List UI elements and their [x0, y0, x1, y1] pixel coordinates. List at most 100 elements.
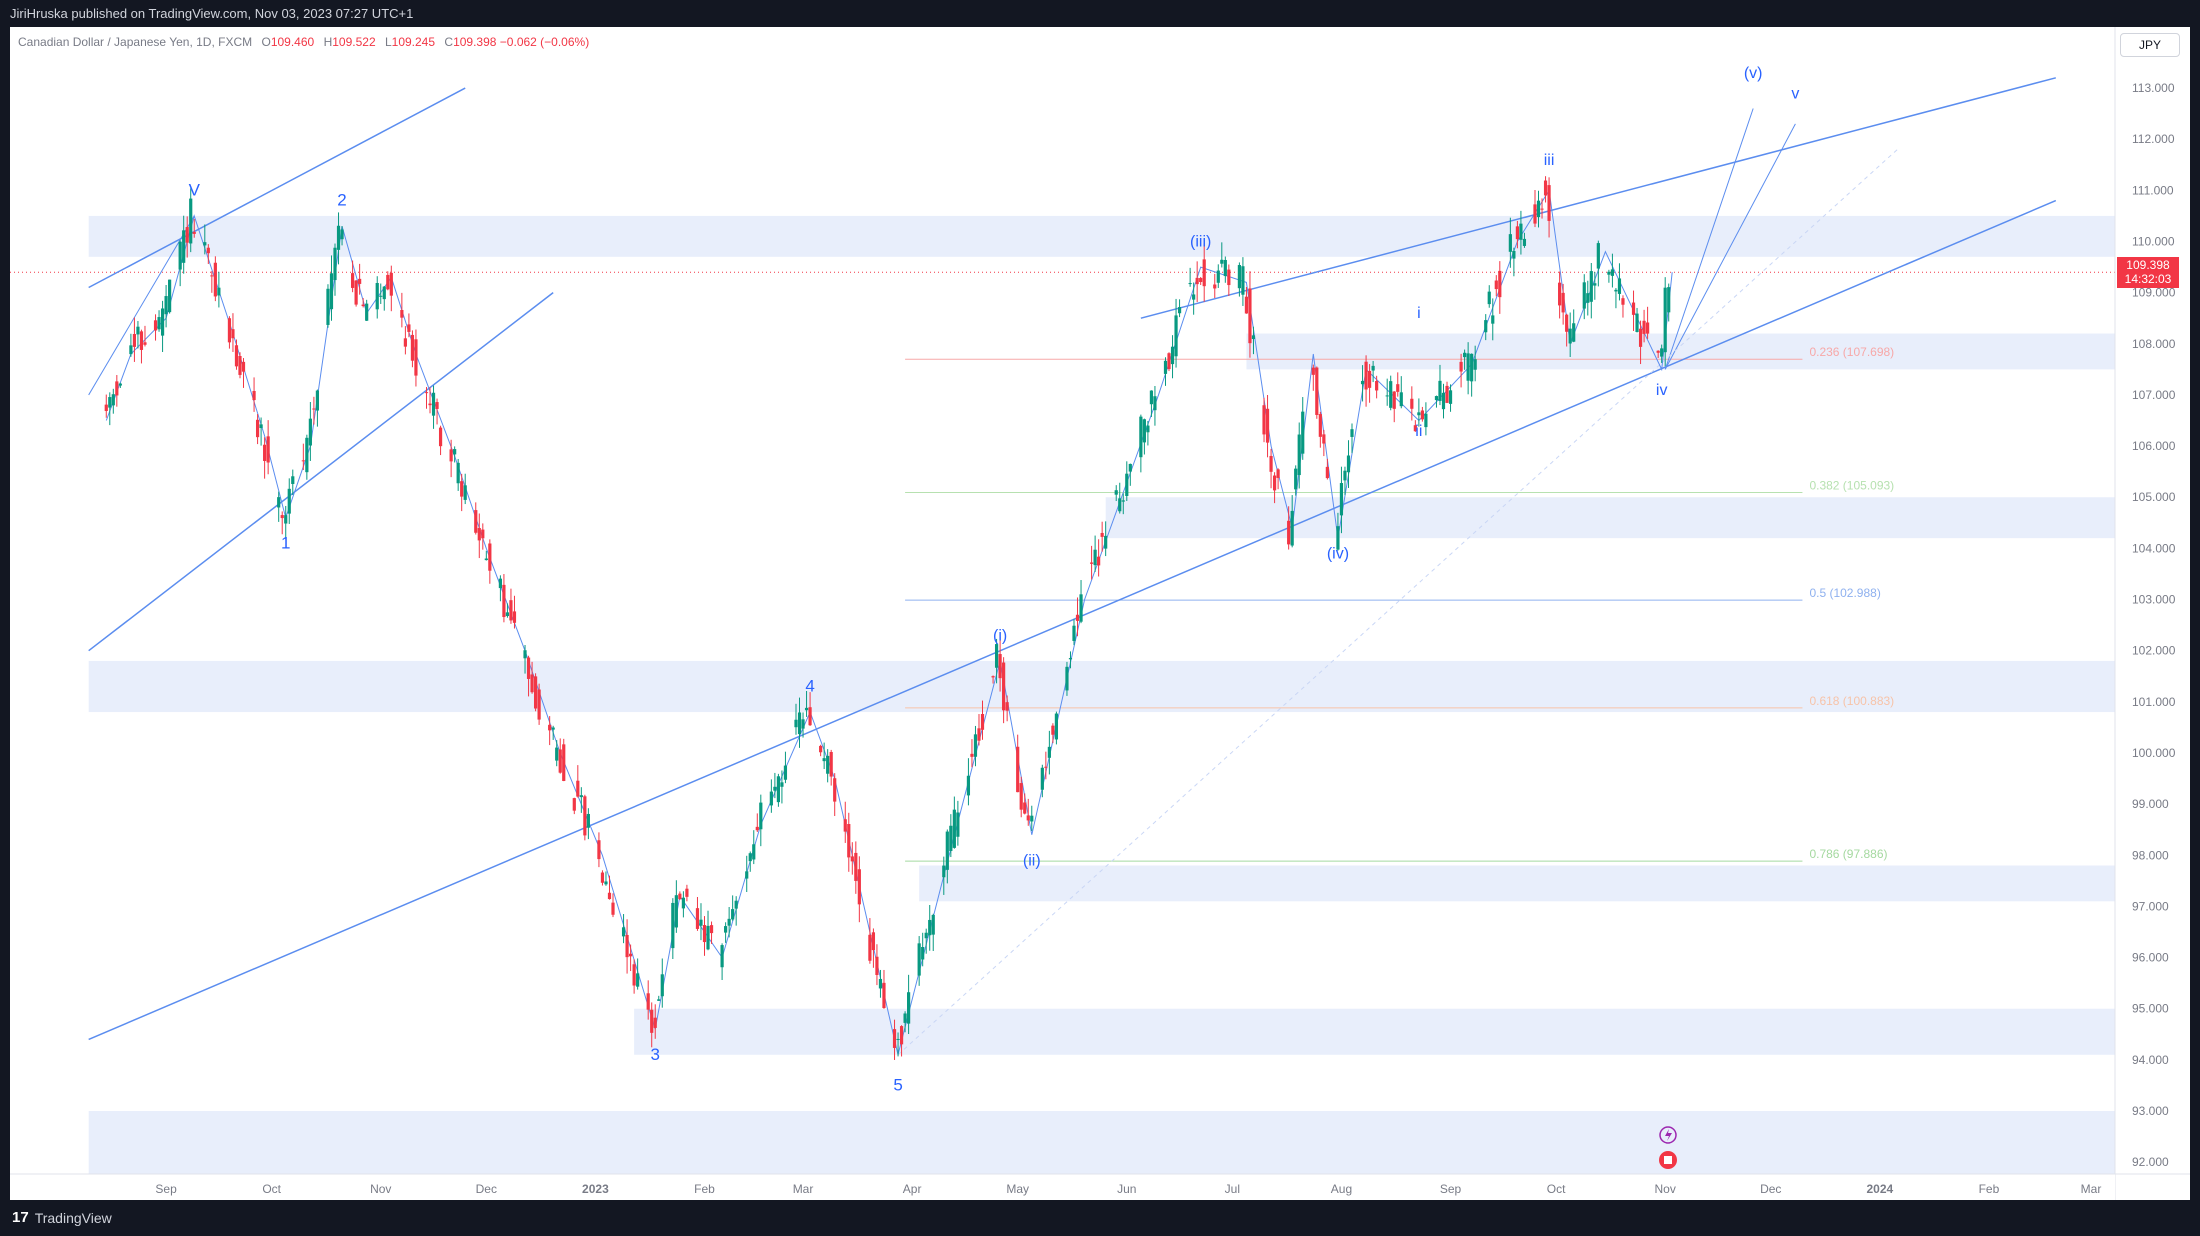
price-axis-tick-label: 93.000 [2132, 1104, 2169, 1118]
time-axis-tick-label: Dec [1760, 1182, 1781, 1196]
candle [428, 403, 432, 406]
time-axis-tick-label: 2023 [582, 1182, 609, 1196]
candle [843, 819, 847, 832]
wave-label: ii [1415, 423, 1422, 440]
candle [878, 978, 883, 989]
price-axis-tick-label: 108.000 [2132, 337, 2176, 351]
fib-level-label: 0.382 (105.093) [1809, 478, 1894, 492]
candle [956, 812, 960, 837]
candle [488, 543, 492, 571]
candle [1213, 284, 1217, 289]
candle [505, 612, 510, 617]
price-axis-tick-label: 110.000 [2132, 234, 2175, 248]
candle [833, 778, 837, 802]
candle [1656, 350, 1660, 353]
candle [164, 296, 168, 315]
candle [192, 231, 196, 234]
currency-selector[interactable]: JPY [2120, 33, 2180, 57]
candle [1297, 434, 1301, 476]
candle [1287, 520, 1291, 545]
candle [1385, 395, 1389, 397]
candle [1044, 766, 1048, 768]
candle [1420, 410, 1424, 420]
candle [892, 1029, 897, 1048]
candle [1315, 367, 1319, 415]
candle [1294, 468, 1298, 490]
candle [646, 993, 650, 1010]
candle [994, 644, 999, 668]
candle [365, 303, 369, 321]
candle [847, 824, 851, 858]
candle [1389, 381, 1393, 408]
candle [1114, 490, 1118, 495]
candle [157, 317, 161, 330]
candle [118, 383, 122, 386]
candle [350, 273, 355, 288]
chart-frame[interactable]: 0.236 (107.698) 0.382 (105.093) 0.5 (102.9… [10, 27, 2190, 1200]
candle [252, 390, 256, 401]
candle [481, 529, 485, 539]
candle [1251, 335, 1256, 340]
candle [1561, 292, 1565, 313]
fib-level-label: 0.5 (102.988) [1809, 586, 1880, 600]
time-axis-tick-label: Jun [1117, 1182, 1136, 1196]
candle [551, 727, 555, 730]
candle [745, 871, 749, 879]
price-chart[interactable]: 0.236 (107.698) 0.382 (105.093) 0.5 (102.9… [10, 27, 2190, 1200]
trend-line [88, 87, 466, 289]
candle [1642, 320, 1646, 334]
candle [826, 755, 830, 774]
candle [263, 444, 267, 461]
candle [1075, 614, 1080, 621]
time-axis-tick-label: Apr [903, 1182, 922, 1196]
candle [621, 927, 626, 937]
flash-event-icon[interactable] [1659, 1126, 1677, 1144]
candle [797, 712, 802, 735]
trend-line [88, 199, 2057, 1041]
candle [234, 345, 239, 367]
wave-label: V [189, 180, 201, 199]
candle [315, 390, 320, 411]
tradingview-logo[interactable]: 17 TradingView [12, 1200, 112, 1236]
candle [1593, 283, 1597, 286]
candle [1030, 815, 1034, 822]
candle [1375, 381, 1379, 391]
candle [706, 925, 710, 950]
candle [1188, 283, 1192, 285]
candle [1589, 271, 1593, 302]
price-axis-tick-label: 106.000 [2132, 439, 2176, 453]
candle [875, 956, 879, 975]
candle [1441, 392, 1446, 410]
candle [1543, 180, 1548, 196]
candle [1262, 405, 1266, 435]
candle [1002, 662, 1006, 711]
wave-label: 4 [805, 677, 814, 696]
candle [1459, 361, 1463, 372]
candle [333, 247, 337, 281]
candle [1100, 532, 1104, 537]
candle [702, 925, 707, 943]
price-axis-tick-label: 107.000 [2132, 388, 2176, 402]
candle [731, 909, 735, 920]
candle [1072, 625, 1076, 641]
candle [1410, 398, 1414, 409]
price-axis-tick-label: 101.000 [2132, 695, 2176, 709]
wave-label: 5 [893, 1076, 902, 1095]
candle [1434, 396, 1439, 401]
candle [1586, 293, 1590, 303]
candle [403, 338, 407, 347]
candle [850, 856, 854, 862]
candle [227, 318, 232, 343]
candle [1582, 282, 1586, 309]
candle [759, 802, 763, 830]
candle [629, 953, 633, 957]
time-axis-tick-label: Mar [793, 1182, 814, 1196]
candle [1047, 746, 1051, 758]
candle [1068, 658, 1073, 660]
candle [1023, 802, 1027, 814]
candle [277, 497, 281, 508]
candle [400, 309, 404, 318]
candle [1318, 414, 1322, 437]
time-axis-tick-label: Oct [1547, 1182, 1566, 1196]
trend-line [1140, 77, 2057, 319]
